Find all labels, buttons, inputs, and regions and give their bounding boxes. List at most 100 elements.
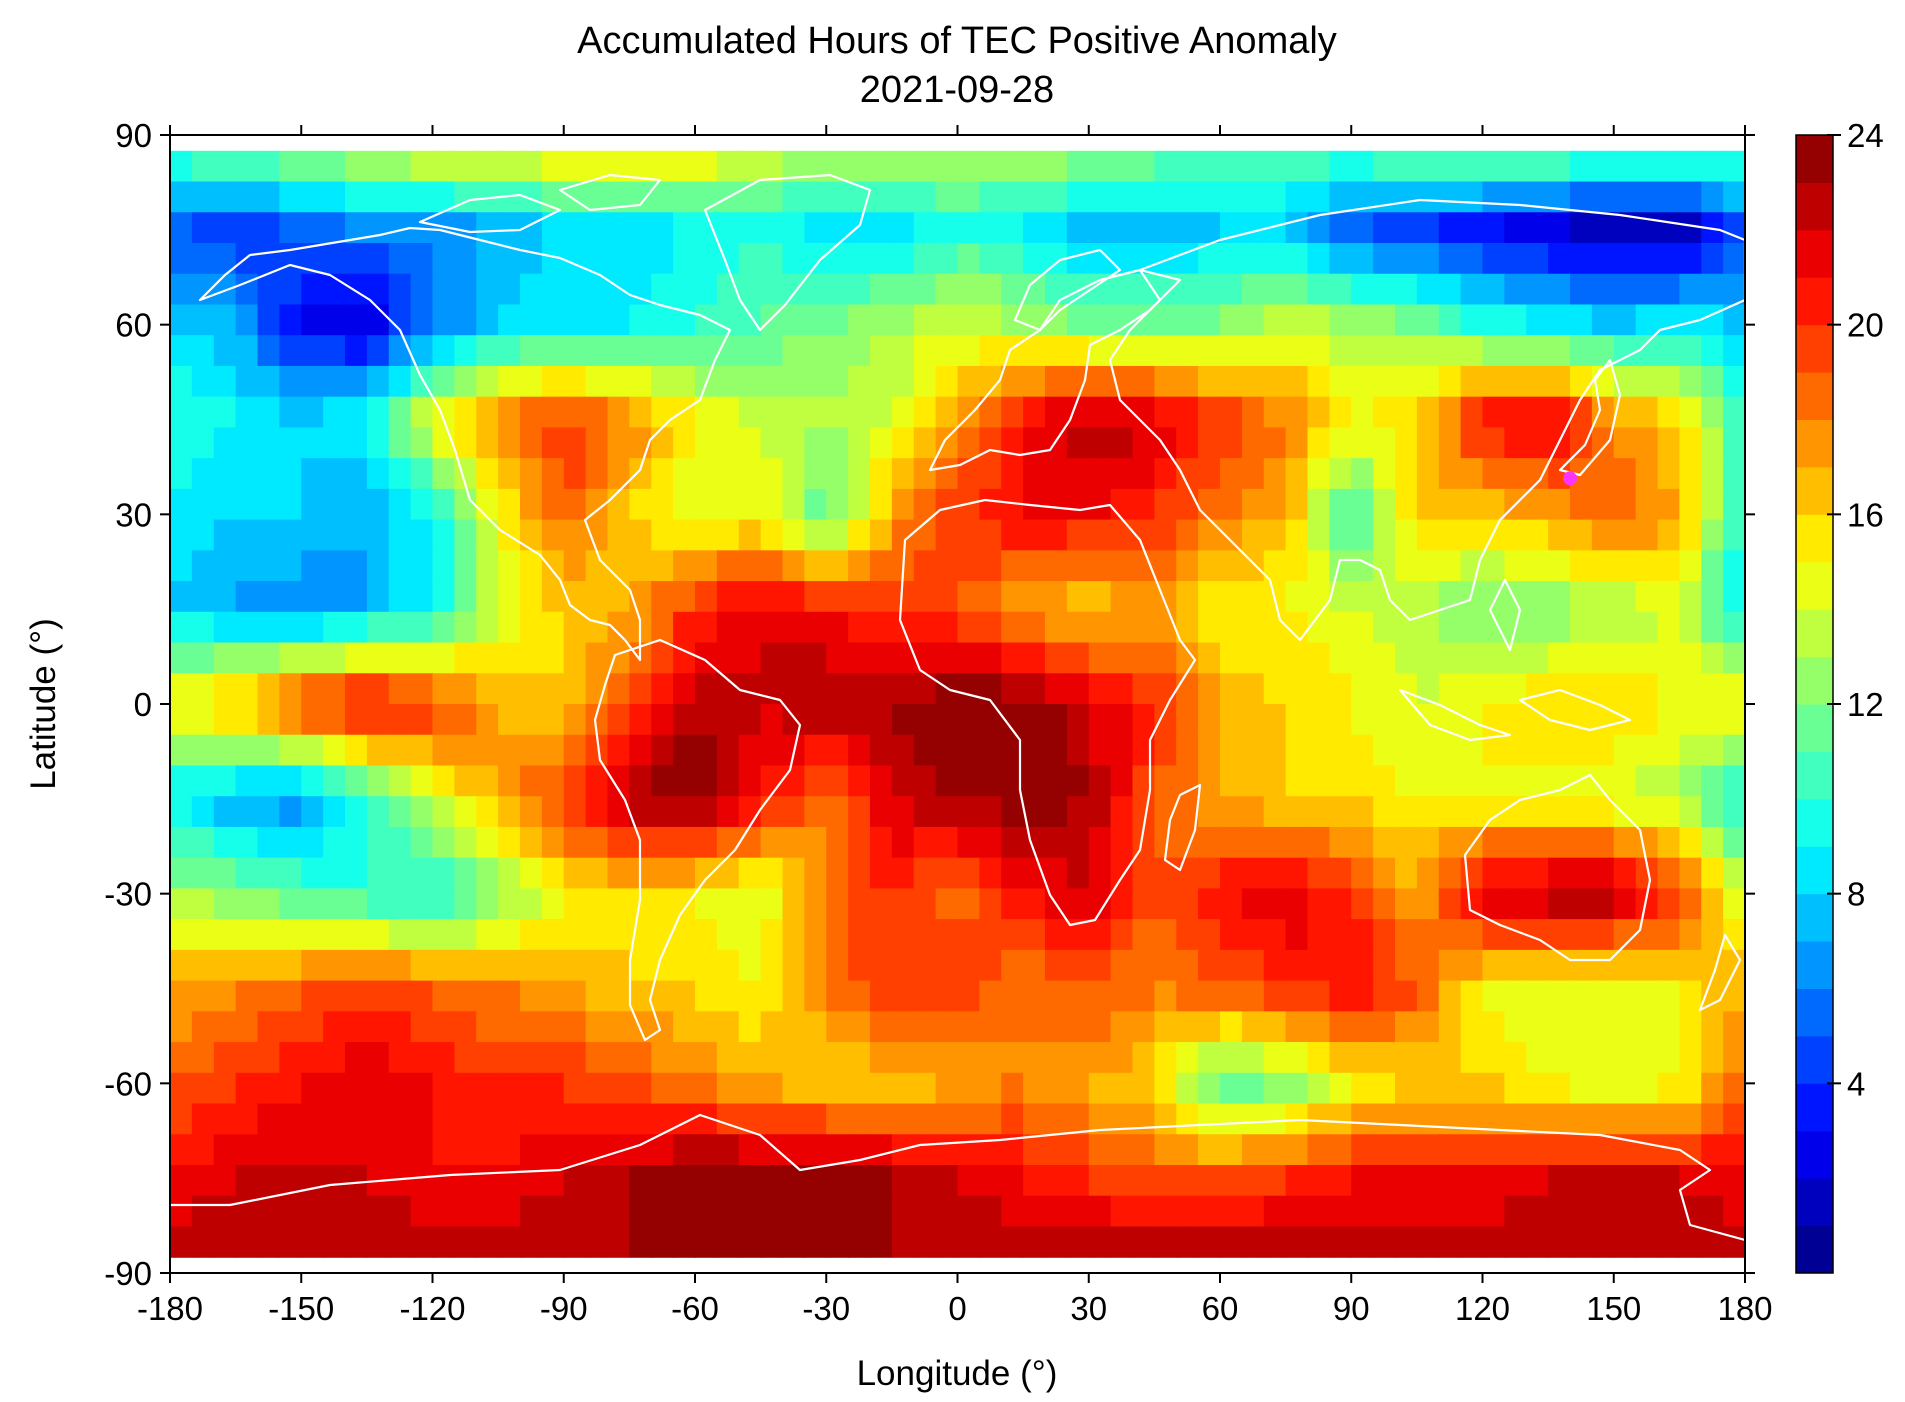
heat-cell [1723,734,1745,767]
heat-cell [760,765,784,797]
heat-cell [541,826,565,859]
heat-cell [1482,273,1505,306]
heat-cell [476,519,499,551]
heat-cell [651,365,674,398]
heat-cell [498,488,521,521]
heat-cell [957,1011,980,1043]
heat-cell [1395,396,1418,428]
heat-cell [520,1042,543,1074]
heat-cell [1110,1042,1134,1074]
heat-cell [432,1226,455,1258]
heat-cell [279,888,302,920]
heat-cell [1657,704,1680,736]
heat-cell [279,1072,302,1105]
heat-cell [1110,212,1134,244]
heat-cell [345,1165,368,1197]
heat-cell [1613,765,1637,797]
heat-cell [170,488,193,521]
heat-cell [1591,826,1615,859]
heat-cell [1679,488,1702,521]
heat-cell [1001,427,1024,459]
heat-cell [1526,1011,1549,1043]
heat-cell [979,365,1002,398]
heat-cell [1132,427,1155,459]
heat-cell [1526,704,1549,736]
heat-cell [585,611,609,644]
heat-cell [1176,1042,1199,1074]
heat-cell [979,796,1002,828]
heat-cell [410,1134,434,1166]
heat-cell [498,1042,521,1074]
heat-cell [1657,673,1680,705]
heat-cell [629,304,652,336]
heat-cell [1329,611,1352,644]
heat-cell [979,949,1002,982]
heat-cell [301,704,324,736]
heat-cell [1657,1042,1680,1074]
heat-cell [1701,273,1724,306]
heat-cell [563,796,587,828]
heat-cell [1001,1195,1024,1228]
heat-cell [1023,1134,1046,1166]
heat-cell [1723,611,1745,644]
heat-cell [1066,1195,1090,1228]
heat-cell [760,857,784,889]
heat-cell [323,427,346,459]
heat-cell [629,365,652,398]
heat-cell [410,980,434,1012]
heat-cell [1023,519,1046,551]
heat-cell [1132,1103,1155,1135]
heat-cell [651,1195,674,1228]
heat-cell [454,581,477,613]
heat-cell [563,1072,587,1105]
heat-cell [1395,1103,1418,1135]
heat-cell [848,949,871,982]
heat-cell [695,919,718,951]
heat-cell [410,888,434,920]
heat-cell [1110,150,1134,183]
heat-cell [170,611,193,644]
heat-cell [1591,1195,1615,1228]
heat-cell [1110,488,1134,521]
heat-cell [563,765,587,797]
heat-cell [1460,857,1484,889]
heat-cell [891,1226,915,1258]
heat-cell [1132,365,1155,398]
heat-cell [1023,704,1046,736]
heat-cell [1176,304,1199,336]
heat-cell [1373,1072,1396,1105]
heat-cell [1635,1165,1659,1197]
heat-cell [170,519,193,551]
heat-cell [213,857,237,889]
heat-cell [1329,304,1352,336]
heat-cell [1351,919,1374,951]
heat-cell [935,181,959,213]
heat-cell [1438,857,1462,889]
heat-cell [366,550,390,582]
heat-cell [1613,581,1637,613]
heat-cell [891,796,915,828]
heat-cell [301,335,324,367]
heat-cell [891,1072,915,1105]
heat-cell [388,396,412,428]
heat-cell [1438,519,1462,551]
heat-cell [1570,1072,1593,1105]
heat-cell [235,581,259,613]
heat-cell [257,1134,280,1166]
heat-cell [629,396,652,428]
heat-cell [1110,243,1134,275]
heat-cell [1701,550,1724,582]
heat-cell [1351,949,1374,982]
heat-cell [957,1226,980,1258]
heat-cell [301,243,324,275]
heat-cell [1154,704,1177,736]
heat-cell [1001,919,1024,951]
heat-cell [585,1103,609,1135]
heat-cell [1395,304,1418,336]
heat-cell [1329,581,1352,613]
heat-cell [1220,1226,1243,1258]
heat-cell [1198,212,1221,244]
heat-cell [1351,488,1374,521]
heat-cell [1285,949,1309,982]
heat-cell [323,243,346,275]
